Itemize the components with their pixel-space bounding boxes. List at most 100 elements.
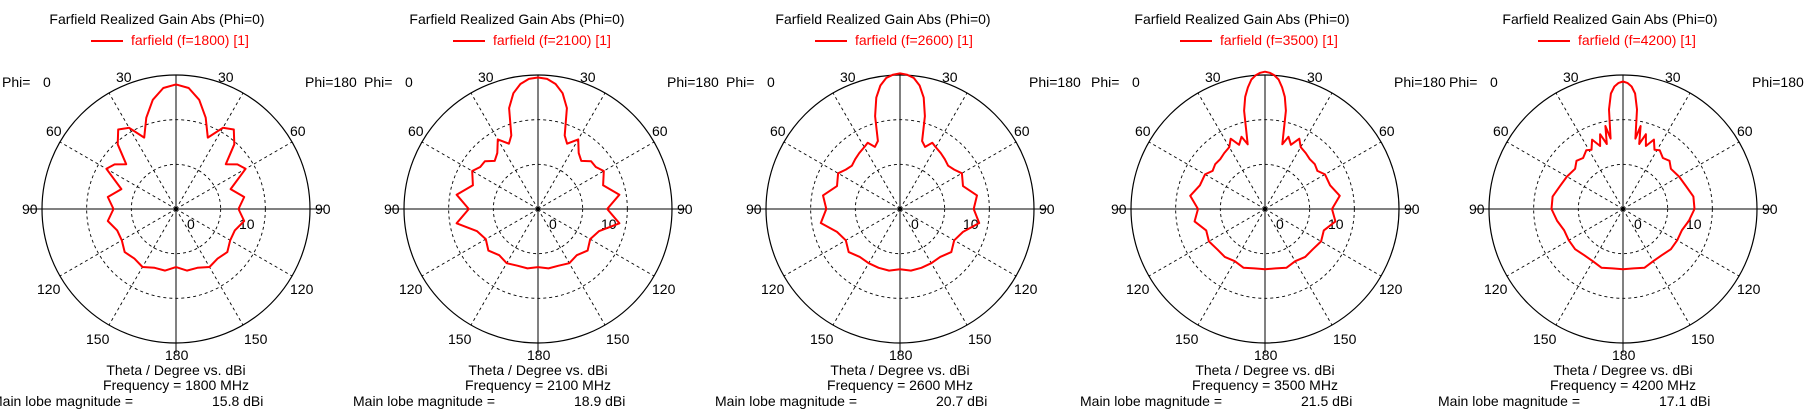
phi-left-value: 0: [1132, 74, 1140, 90]
angle-label-30-left: 30: [478, 69, 494, 85]
angle-label-30-left: 30: [1205, 69, 1221, 85]
grid-spoke: [537, 208, 655, 277]
angle-label-120-left: 120: [37, 281, 61, 297]
angle-label-120-left: 120: [1484, 281, 1508, 297]
grid-spoke: [1148, 208, 1266, 277]
phi-left-label: Phi=: [1091, 74, 1119, 90]
grid-spoke: [470, 92, 539, 210]
gain-pattern-trace: [1550, 80, 1696, 271]
phi-left-label: Phi=: [364, 74, 392, 90]
angle-label-60-right: 60: [1379, 123, 1395, 139]
phi-right-label: Phi=180: [1394, 74, 1446, 90]
axis-caption: Theta / Degree vs. dBi: [1195, 362, 1334, 378]
angle-label-120-right: 120: [1014, 281, 1038, 297]
angle-label-150-right: 150: [968, 331, 992, 347]
angle-label-60-left: 60: [408, 123, 424, 139]
angle-label-30-right: 30: [218, 69, 234, 85]
angle-label-60-right: 60: [652, 123, 668, 139]
angle-label-90-right: 90: [1404, 201, 1420, 217]
phi-left-value: 0: [43, 74, 51, 90]
chart-title: Farfield Realized Gain Abs (Phi=0): [409, 11, 624, 27]
frequency-text: Frequency = 1800 MHz: [103, 377, 249, 393]
magnitude-label: Main lobe magnitude =: [353, 393, 495, 409]
axis-caption: Theta / Degree vs. dBi: [106, 362, 245, 378]
angle-label-120-right: 120: [290, 281, 314, 297]
grid-spoke: [537, 141, 655, 210]
angle-label-60-left: 60: [1135, 123, 1151, 139]
grid-spoke: [1264, 92, 1333, 210]
angle-label-150-left: 150: [1533, 331, 1557, 347]
magnitude-label: Main lobe magnitude =: [1438, 393, 1580, 409]
angle-label-150-right: 150: [606, 331, 630, 347]
magnitude-value: 20.7 dBi: [936, 393, 987, 409]
angle-label-90-left: 90: [1111, 201, 1127, 217]
frequency-text: Frequency = 2600 MHz: [827, 377, 973, 393]
axis-caption: Theta / Degree vs. dBi: [1553, 362, 1692, 378]
phi-left-value: 0: [767, 74, 775, 90]
legend-label: farfield (f=3500) [1]: [1220, 32, 1338, 48]
grid-spoke: [1148, 141, 1266, 210]
angle-label-60-right: 60: [1737, 123, 1753, 139]
angle-label-30-left: 30: [1563, 69, 1579, 85]
chart-title: Farfield Realized Gain Abs (Phi=0): [1502, 11, 1717, 27]
polar-chart-5: Farfield Realized Gain Abs (Phi=0) farfie…: [1438, 11, 1804, 409]
grid-spoke: [537, 208, 606, 326]
angle-label-90-right: 90: [1039, 201, 1055, 217]
angle-label-180: 180: [889, 347, 913, 363]
grid-spoke: [59, 208, 177, 277]
magnitude-label: Main lobe magnitude =: [715, 393, 857, 409]
grid-spoke: [1197, 208, 1266, 326]
phi-right-label: Phi=180: [305, 74, 357, 90]
grid-spoke: [1506, 208, 1624, 277]
angle-label-150-right: 150: [1333, 331, 1357, 347]
grid-spoke: [1264, 141, 1382, 210]
axis-caption: Theta / Degree vs. dBi: [830, 362, 969, 378]
angle-label-90-left: 90: [746, 201, 762, 217]
radial-tick-label: 0: [1276, 216, 1284, 232]
angle-label-180: 180: [527, 347, 551, 363]
grid-spoke: [899, 208, 968, 326]
gain-pattern-trace: [1189, 70, 1341, 271]
angle-label-150-left: 150: [86, 331, 110, 347]
phi-right-label: Phi=180: [1029, 74, 1081, 90]
grid-spoke: [832, 208, 901, 326]
angle-label-150-right: 150: [1691, 331, 1715, 347]
magnitude-label: Main lobe magnitude =: [0, 393, 133, 409]
grid-spoke: [1622, 208, 1740, 277]
radial-tick-label: 0: [187, 216, 195, 232]
chart-title: Farfield Realized Gain Abs (Phi=0): [1134, 11, 1349, 27]
gain-pattern-trace: [819, 72, 981, 272]
angle-label-180: 180: [1612, 347, 1636, 363]
grid-spoke: [421, 208, 539, 277]
gain-pattern-trace: [105, 83, 247, 272]
polar-chart-4: Farfield Realized Gain Abs (Phi=0) farfie…: [1080, 11, 1446, 409]
frequency-text: Frequency = 3500 MHz: [1192, 377, 1338, 393]
radial-tick-label: 10: [963, 216, 979, 232]
grid-spoke: [175, 208, 293, 277]
angle-label-60-right: 60: [290, 123, 306, 139]
angle-label-30-right: 30: [1665, 69, 1681, 85]
polar-chart-2: Farfield Realized Gain Abs (Phi=0) farfie…: [353, 11, 719, 409]
phi-right-label: Phi=180: [667, 74, 719, 90]
grid-spoke: [470, 208, 539, 326]
angle-label-30-left: 30: [840, 69, 856, 85]
grid-spoke: [899, 92, 968, 210]
phi-left-label: Phi=: [2, 74, 30, 90]
grid-spoke: [1264, 208, 1382, 277]
angle-label-180: 180: [165, 347, 189, 363]
angle-label-120-left: 120: [761, 281, 785, 297]
angle-label-120-right: 120: [652, 281, 676, 297]
radial-tick-label: 0: [1634, 216, 1642, 232]
legend-label: farfield (f=1800) [1]: [131, 32, 249, 48]
grid-spoke: [108, 92, 177, 210]
gain-pattern-trace: [455, 76, 621, 270]
magnitude-value: 15.8 dBi: [212, 393, 263, 409]
radial-tick-label: 10: [1328, 216, 1344, 232]
angle-label-120-right: 120: [1379, 281, 1403, 297]
magnitude-value: 17.1 dBi: [1659, 393, 1710, 409]
angle-label-150-right: 150: [244, 331, 268, 347]
angle-label-90-left: 90: [384, 201, 400, 217]
chart-title: Farfield Realized Gain Abs (Phi=0): [49, 11, 264, 27]
angle-label-120-left: 120: [399, 281, 423, 297]
radial-tick-label: 0: [911, 216, 919, 232]
